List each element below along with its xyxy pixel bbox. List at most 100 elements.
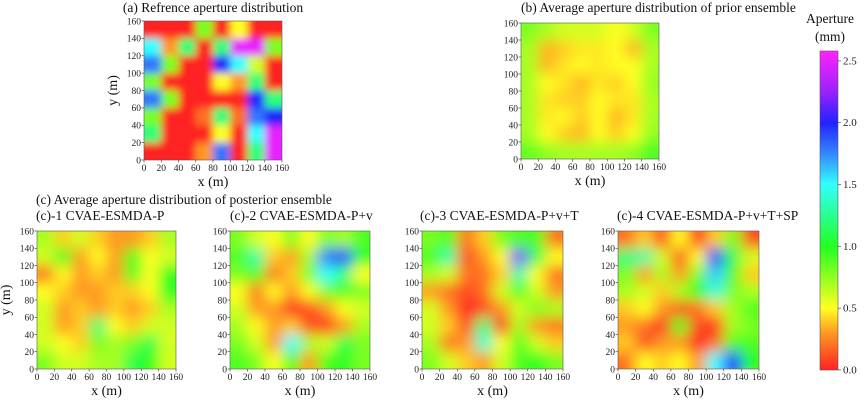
heatmap-cell [161, 38, 179, 57]
y-tick-label: 20 [132, 139, 142, 149]
heatmap-cell [352, 282, 370, 301]
heatmap-cell [282, 265, 301, 284]
heatmap-cell [624, 108, 643, 126]
heatmap-cell [741, 231, 759, 249]
y-tick-label: 40 [218, 331, 228, 341]
heatmap-cell [37, 317, 55, 335]
heatmap-cell [538, 74, 556, 92]
heatmap-cell [213, 38, 231, 57]
heatmap-cell [89, 248, 107, 266]
heatmap-cell [555, 74, 574, 92]
heatmap-cell [230, 317, 248, 335]
heatmap-cell [144, 107, 162, 126]
heatmap-cell [538, 23, 556, 41]
heatmap-cell [37, 334, 55, 353]
heatmap-cell [71, 248, 90, 266]
heatmap-cell [474, 248, 493, 266]
heatmap-cell [158, 334, 176, 353]
heatmap-cell [545, 265, 563, 284]
heatmap-cell [247, 125, 266, 144]
heatmap-cell [635, 334, 654, 353]
heatmap-cell [71, 300, 90, 318]
heatmap-cells [37, 231, 176, 369]
heatmap-cell [300, 334, 318, 353]
heatmap-cell [653, 248, 672, 266]
heatmap-cell [144, 142, 162, 160]
heatmap-cells [230, 231, 370, 369]
x-tick-label: 40 [649, 373, 659, 383]
heatmap-cell [265, 351, 283, 369]
y-tick-label: 120 [504, 53, 519, 63]
y-tick-label: 100 [127, 69, 142, 79]
y-tick-label: 120 [20, 262, 35, 272]
heatmap-cell [635, 300, 654, 318]
heatmap-cell [439, 317, 458, 335]
heatmap-cell [230, 125, 248, 144]
y-tick-label: 60 [132, 104, 142, 114]
heatmap-cell [474, 334, 493, 353]
heatmap-cell [352, 351, 370, 369]
heatmap-cell [213, 90, 231, 109]
x-tick-label: 160 [363, 373, 378, 383]
panel-title: (c)-2 CVAE-ESMDA-P+v [230, 208, 373, 223]
heatmap-cell [741, 317, 759, 335]
heatmap-cell [123, 334, 142, 353]
heatmap-cell [457, 248, 476, 266]
x-tick-label: 80 [102, 373, 112, 383]
heatmap-cell [439, 334, 458, 353]
heatmap-cell [607, 40, 625, 58]
x-tick-label: 0 [228, 373, 233, 383]
heatmap-cell [538, 125, 556, 143]
heatmap-cell [635, 282, 654, 301]
heatmap-cell [230, 142, 248, 160]
heatmap-cell [178, 125, 197, 144]
heatmap-cell [213, 125, 231, 144]
heatmap-cell [422, 317, 441, 335]
heatmap-cell [723, 317, 742, 335]
heatmap-cell [510, 300, 529, 318]
colorbar-label: Aperture [806, 11, 854, 26]
heatmap-cell [54, 334, 73, 353]
heatmap-cell [527, 351, 546, 369]
heatmap-cell [474, 351, 493, 369]
heatmap-cell [264, 125, 282, 144]
panel-title: (a) Refrence aperture distribution [123, 0, 304, 15]
x-tick-label: 60 [84, 373, 94, 383]
x-tick-label: 160 [275, 164, 290, 174]
heatmap-cell [178, 21, 197, 39]
panel-title: (c)-4 CVAE-ESMDA-P+v+T+SP [617, 208, 798, 223]
heatmap-cell [723, 231, 742, 249]
heatmap-cell [37, 300, 55, 318]
heatmap-cell [439, 265, 458, 284]
x-tick-label: 40 [67, 373, 77, 383]
heatmap-cell [545, 351, 563, 369]
y-tick-label: 160 [127, 17, 142, 27]
heatmap-cell [706, 248, 725, 266]
heatmap-cell [607, 91, 625, 109]
heatmap-cell [422, 248, 441, 266]
heatmap-cell [89, 317, 107, 335]
heatmap-cell [653, 231, 672, 249]
heatmap-cell [352, 317, 370, 335]
heatmap-cell [282, 351, 301, 369]
heatmap-cell [624, 74, 643, 92]
heatmap-cell [572, 125, 591, 143]
x-tick-label: 100 [117, 373, 132, 383]
heatmap-cell [492, 231, 511, 249]
heatmap-cell [265, 334, 283, 353]
heatmap-cell [335, 351, 353, 369]
x-tick-label: 60 [278, 373, 288, 383]
y-tick-label: 60 [25, 314, 35, 324]
heatmap-cell [555, 91, 574, 109]
heatmap-cell [545, 282, 563, 301]
heatmap-cell [653, 351, 672, 369]
heatmap-cell [641, 57, 659, 75]
heatmap-cell [247, 300, 266, 318]
heatmap-cell [521, 125, 539, 143]
x-tick-label: 20 [435, 373, 445, 383]
heatmap-cell [335, 334, 353, 353]
y-tick-label: 60 [606, 314, 616, 324]
x-tick-label: 100 [310, 373, 325, 383]
heatmap-cell [653, 300, 672, 318]
heatmap-cell [158, 231, 176, 249]
